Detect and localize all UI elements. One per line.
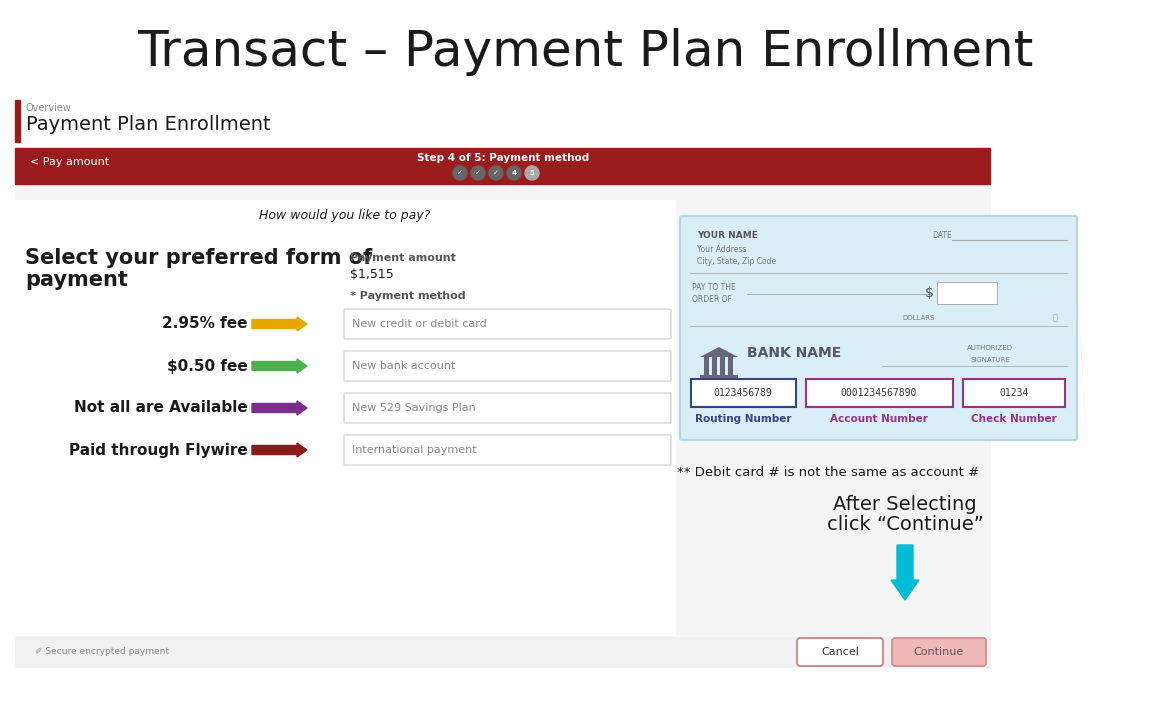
Text: International payment: International payment bbox=[352, 445, 476, 455]
Text: AUTHORIZED: AUTHORIZED bbox=[966, 345, 1013, 351]
Bar bbox=[728, 357, 732, 375]
Text: 2.95% fee: 2.95% fee bbox=[163, 316, 248, 331]
Text: How would you like to pay?: How would you like to pay? bbox=[260, 208, 431, 221]
Text: Continue: Continue bbox=[914, 647, 964, 657]
Text: Overview: Overview bbox=[26, 103, 71, 113]
Text: 0001234567890: 0001234567890 bbox=[841, 388, 917, 398]
Circle shape bbox=[489, 166, 503, 180]
Text: Not all are Available: Not all are Available bbox=[74, 401, 248, 416]
Text: New bank account: New bank account bbox=[352, 361, 455, 371]
Bar bbox=[15, 184, 990, 655]
Polygon shape bbox=[700, 347, 738, 357]
Bar bbox=[704, 357, 709, 375]
Text: ✓: ✓ bbox=[457, 170, 463, 176]
Text: DOLLARS: DOLLARS bbox=[902, 315, 935, 321]
Circle shape bbox=[507, 166, 521, 180]
Text: payment: payment bbox=[25, 270, 128, 290]
FancyArrow shape bbox=[892, 545, 918, 600]
Text: $: $ bbox=[925, 286, 934, 300]
Text: BANK NAME: BANK NAME bbox=[746, 346, 841, 360]
Text: Step 4 of 5: Payment method: Step 4 of 5: Payment method bbox=[417, 153, 590, 163]
Text: 0123456789: 0123456789 bbox=[714, 388, 772, 398]
Text: < Pay amount: < Pay amount bbox=[30, 157, 109, 167]
Text: Payment amount: Payment amount bbox=[350, 253, 456, 263]
Text: Paid through Flywire: Paid through Flywire bbox=[69, 443, 248, 458]
FancyBboxPatch shape bbox=[344, 309, 672, 339]
Text: $1,515: $1,515 bbox=[350, 268, 394, 281]
Bar bbox=[937, 282, 997, 304]
FancyArrow shape bbox=[252, 359, 307, 373]
FancyArrow shape bbox=[252, 401, 307, 415]
Text: SIGNATURE: SIGNATURE bbox=[970, 357, 1010, 363]
FancyBboxPatch shape bbox=[680, 216, 1078, 440]
Text: Transact – Payment Plan Enrollment: Transact – Payment Plan Enrollment bbox=[137, 28, 1033, 76]
Text: Payment Plan Enrollment: Payment Plan Enrollment bbox=[26, 114, 270, 134]
Text: Cancel: Cancel bbox=[821, 647, 859, 657]
Text: ✓: ✓ bbox=[475, 170, 481, 176]
Text: New credit or debit card: New credit or debit card bbox=[352, 319, 487, 329]
Bar bbox=[713, 357, 717, 375]
Text: YOUR NAME: YOUR NAME bbox=[697, 231, 758, 241]
Bar bbox=[15, 100, 20, 142]
Text: 🔒: 🔒 bbox=[1053, 313, 1058, 323]
Text: DATE: DATE bbox=[932, 231, 951, 241]
Text: Account Number: Account Number bbox=[830, 414, 928, 424]
Bar bbox=[720, 357, 725, 375]
Text: Routing Number: Routing Number bbox=[695, 414, 791, 424]
FancyArrow shape bbox=[252, 443, 307, 457]
Text: ORDER OF: ORDER OF bbox=[691, 296, 732, 304]
Text: ✓: ✓ bbox=[493, 170, 498, 176]
Text: $0.50 fee: $0.50 fee bbox=[167, 358, 248, 373]
FancyBboxPatch shape bbox=[344, 435, 672, 465]
FancyBboxPatch shape bbox=[892, 638, 986, 666]
Bar bbox=[15, 148, 990, 184]
FancyBboxPatch shape bbox=[806, 379, 954, 407]
Text: Select your preferred form of: Select your preferred form of bbox=[25, 248, 372, 268]
Text: 01234: 01234 bbox=[999, 388, 1028, 398]
Circle shape bbox=[472, 166, 486, 180]
Text: PAY TO THE: PAY TO THE bbox=[691, 283, 736, 293]
Text: * Payment method: * Payment method bbox=[350, 291, 466, 301]
Text: ✐ Secure encrypted payment: ✐ Secure encrypted payment bbox=[35, 648, 168, 656]
Text: 5: 5 bbox=[530, 170, 535, 176]
Text: City, State, Zip Code: City, State, Zip Code bbox=[697, 258, 776, 266]
FancyBboxPatch shape bbox=[691, 379, 796, 407]
FancyBboxPatch shape bbox=[963, 379, 1065, 407]
FancyBboxPatch shape bbox=[344, 393, 672, 423]
Bar bbox=[15, 200, 675, 635]
Text: click “Continue”: click “Continue” bbox=[827, 516, 983, 535]
Circle shape bbox=[453, 166, 467, 180]
FancyArrow shape bbox=[252, 317, 307, 331]
Bar bbox=[15, 637, 990, 667]
Text: New 529 Savings Plan: New 529 Savings Plan bbox=[352, 403, 476, 413]
Bar bbox=[700, 375, 738, 379]
FancyBboxPatch shape bbox=[344, 351, 672, 381]
Text: ** Debit card # is not the same as account #: ** Debit card # is not the same as accou… bbox=[677, 466, 979, 480]
Text: Check Number: Check Number bbox=[971, 414, 1057, 424]
Text: After Selecting: After Selecting bbox=[833, 496, 977, 515]
Circle shape bbox=[525, 166, 539, 180]
Text: 4: 4 bbox=[511, 170, 516, 176]
Text: Your Address: Your Address bbox=[697, 246, 746, 254]
FancyBboxPatch shape bbox=[797, 638, 883, 666]
